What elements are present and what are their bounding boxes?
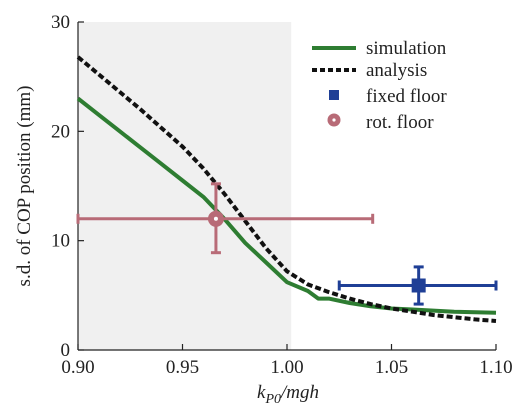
legend-simulation-label: simulation [366,38,447,59]
fixed-floor-marker [411,278,426,293]
shaded-region [78,22,292,350]
x-tick-label: 1.05 [375,357,408,378]
y-tick-label: 0 [61,340,71,361]
x-tick-label: 0.95 [166,357,199,378]
x-axis-label: kP0/mgh [257,382,319,407]
legend-rot-floor-swatch-dot [332,118,336,122]
y-tick-label: 20 [51,121,70,142]
rot-floor-marker-dot [213,216,218,221]
x-axis-label-main: k [257,382,266,403]
rot-floor-point [76,182,375,255]
series-layer [76,55,498,323]
x-axis-label-sub: P0 [264,392,281,407]
y-tick-label: 10 [51,231,70,252]
legend: simulation analysis fixed floor rot. flo… [302,26,482,138]
legend-fixed-floor-label: fixed floor [366,86,447,107]
analysis-line [76,55,497,323]
legend-rot-floor-label: rot. floor [366,112,434,133]
ticks: 0.90 0.95 1.00 1.05 1.10 0 10 20 30 [51,12,513,378]
fixed-floor-point [337,265,498,306]
x-tick-label: 0.90 [61,357,94,378]
legend-analysis-label: analysis [366,60,427,81]
x-axis-label-rest: /mgh [280,382,319,403]
y-tick-label: 30 [51,12,70,33]
x-tick-label: 1.10 [479,357,512,378]
y-axis-label: s.d. of COP position (mm) [14,86,35,287]
x-tick-label: 1.00 [270,357,303,378]
simulation-line [76,96,497,315]
legend-fixed-floor-swatch [329,90,339,100]
